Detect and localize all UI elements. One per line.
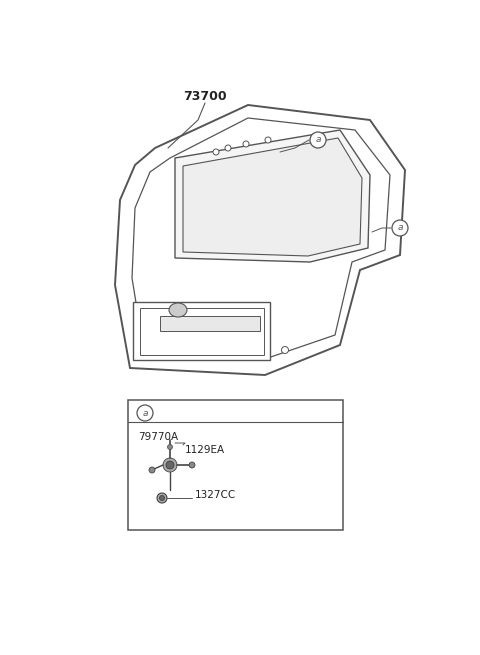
Circle shape xyxy=(213,149,219,155)
Polygon shape xyxy=(183,138,362,256)
Circle shape xyxy=(149,467,155,473)
Circle shape xyxy=(243,141,249,147)
Circle shape xyxy=(265,137,271,143)
Circle shape xyxy=(163,458,177,472)
Circle shape xyxy=(137,405,153,421)
Ellipse shape xyxy=(169,303,187,317)
Polygon shape xyxy=(133,302,270,360)
Circle shape xyxy=(168,445,172,449)
Circle shape xyxy=(310,132,326,148)
Circle shape xyxy=(157,493,167,503)
Circle shape xyxy=(225,145,231,151)
Text: 1129EA: 1129EA xyxy=(185,445,225,455)
Text: a: a xyxy=(142,409,148,417)
Circle shape xyxy=(159,495,165,500)
Circle shape xyxy=(166,461,174,469)
Polygon shape xyxy=(115,105,405,375)
Text: a: a xyxy=(397,223,403,233)
Circle shape xyxy=(392,220,408,236)
FancyBboxPatch shape xyxy=(128,400,343,530)
FancyBboxPatch shape xyxy=(160,316,260,331)
Polygon shape xyxy=(175,130,370,262)
Text: a: a xyxy=(315,136,321,145)
Text: 73700: 73700 xyxy=(183,90,227,103)
Text: 1327CC: 1327CC xyxy=(195,490,236,500)
Circle shape xyxy=(189,462,195,468)
Circle shape xyxy=(281,346,288,354)
Text: 79770A: 79770A xyxy=(138,432,178,442)
